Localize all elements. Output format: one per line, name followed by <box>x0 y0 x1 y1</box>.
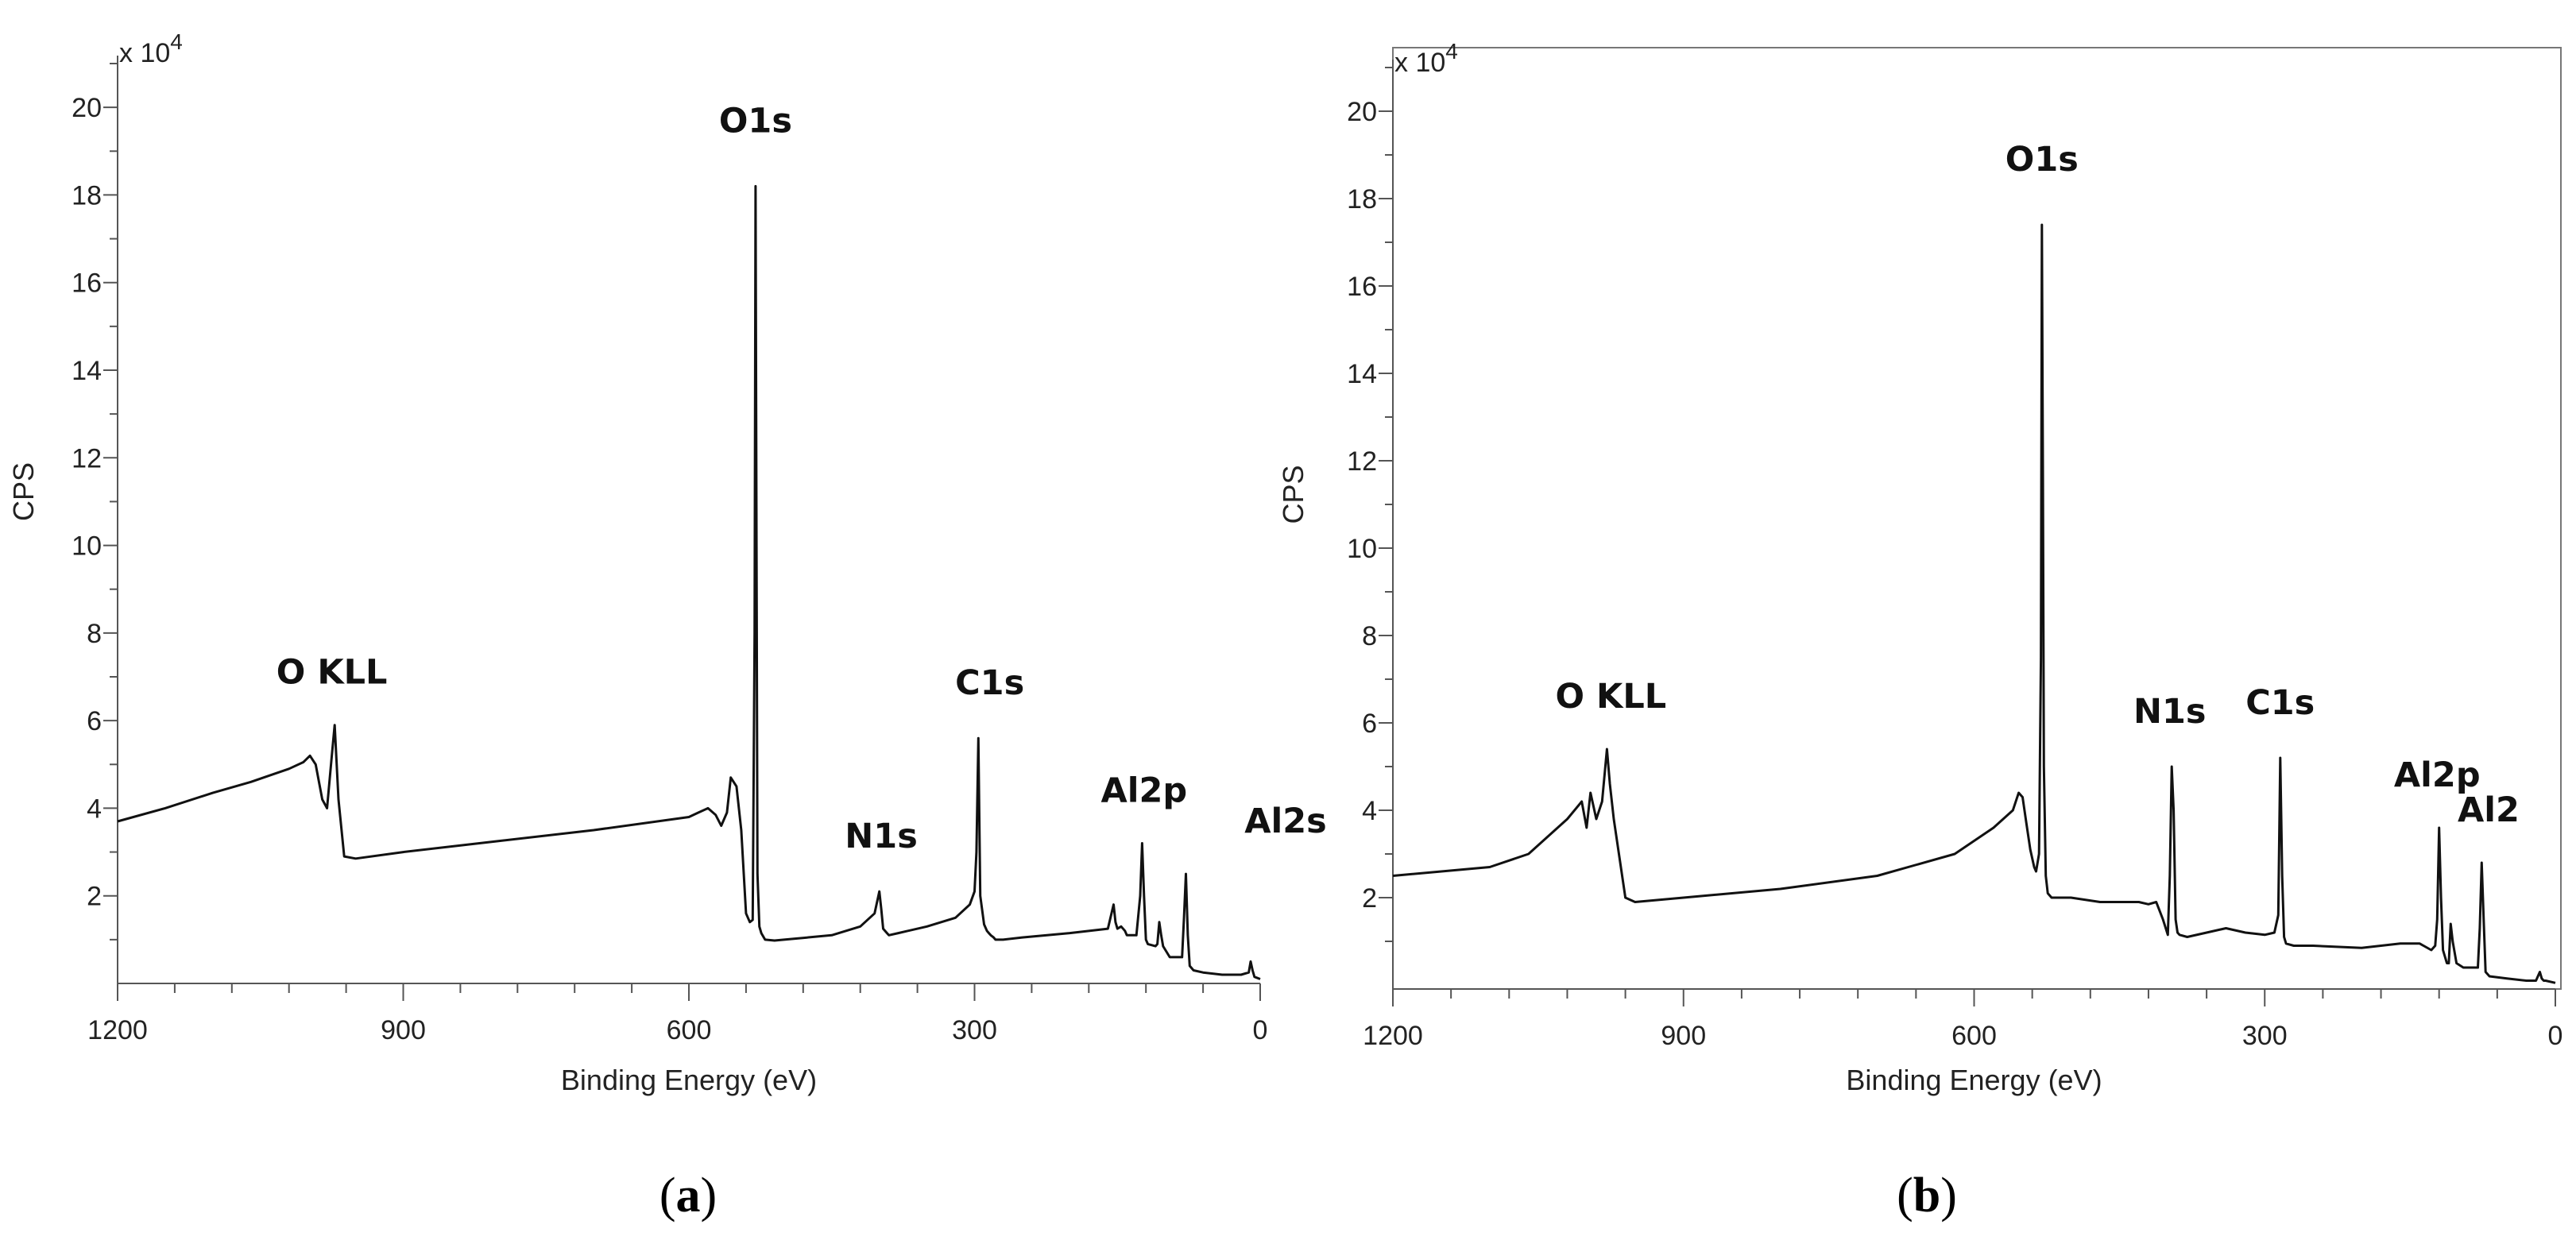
x-axis-label: Binding Energy (eV) <box>561 1064 817 1096</box>
y-tick-label: 18 <box>72 180 102 211</box>
y-tick-label: 4 <box>1362 796 1377 826</box>
x-tick-label: 600 <box>667 1015 712 1045</box>
y-tick-label: 16 <box>72 269 102 299</box>
chart-panel-b: 1200 900 600 300 0 2 4 6 8 10 12 14 16 18 20 x 104 Bindi… <box>1277 39 2562 1223</box>
y-multiplier-label: x 104 <box>1394 39 1458 78</box>
y-tick-label: 16 <box>1347 272 1377 302</box>
y-tick-label: 20 <box>72 93 102 123</box>
peak-label: O KLL <box>1555 677 1666 717</box>
peak-label: O1s <box>719 101 792 141</box>
y-tick-label: 12 <box>1347 446 1377 477</box>
x-tick-label: 1200 <box>87 1015 148 1045</box>
y-tick-label: 8 <box>1362 621 1377 651</box>
y-multiplier-label: x 104 <box>119 29 183 68</box>
peak-label: O1s <box>2005 140 2079 180</box>
spectrum-line <box>1392 223 2556 984</box>
y-axis-label: CPS <box>7 462 40 521</box>
y-tick-label: 2 <box>1362 883 1377 914</box>
y-axis-label: CPS <box>1277 465 1309 523</box>
plot-frame <box>1392 47 2562 990</box>
y-tick-label: 14 <box>72 356 102 386</box>
peak-label: Al2p <box>2394 755 2481 795</box>
panel-caption: (a) <box>659 1169 717 1223</box>
y-tick-label: 20 <box>1347 97 1377 127</box>
y-tick-label: 10 <box>72 531 102 562</box>
panel-caption: (b) <box>1897 1169 1957 1223</box>
x-tick-label: 0 <box>2548 1021 2563 1051</box>
y-tick-label: 14 <box>1347 359 1377 389</box>
peak-label: C1s <box>2245 683 2315 723</box>
y-tick-label: 6 <box>1362 709 1377 739</box>
y-tick-label: 12 <box>72 443 102 473</box>
x-tick-label: 300 <box>952 1015 997 1045</box>
x-tick-label: 600 <box>1951 1021 1997 1051</box>
peak-label: O KLL <box>277 653 388 693</box>
spectrum-line <box>117 184 1261 980</box>
x-tick-label: 900 <box>381 1015 426 1045</box>
chart-panel-a: 1200 900 600 300 0 2 4 6 8 10 12 14 16 18 20 x 104 Bindi… <box>7 29 1327 1223</box>
peak-label: C1s <box>955 663 1024 703</box>
x-tick-label: 900 <box>1661 1021 1706 1051</box>
peak-label: N1s <box>845 817 918 856</box>
peak-label: N1s <box>2133 692 2207 732</box>
y-tick-label: 4 <box>87 794 102 824</box>
x-tick-label: 1200 <box>1363 1021 1423 1051</box>
x-tick-label: 0 <box>1253 1015 1268 1045</box>
y-tick-label: 8 <box>87 619 102 649</box>
x-tick-label: 300 <box>2242 1021 2288 1051</box>
y-tick-label: 10 <box>1347 534 1377 564</box>
peak-label: Al2p <box>1100 771 1187 811</box>
y-tick-label: 6 <box>87 706 102 736</box>
y-tick-label: 2 <box>87 882 102 912</box>
peak-label: Al2s <box>1244 802 1327 841</box>
x-axis-label: Binding Energy (eV) <box>1846 1064 2102 1096</box>
peak-label: Al2 <box>2458 790 2520 830</box>
y-tick-label: 18 <box>1347 184 1377 214</box>
